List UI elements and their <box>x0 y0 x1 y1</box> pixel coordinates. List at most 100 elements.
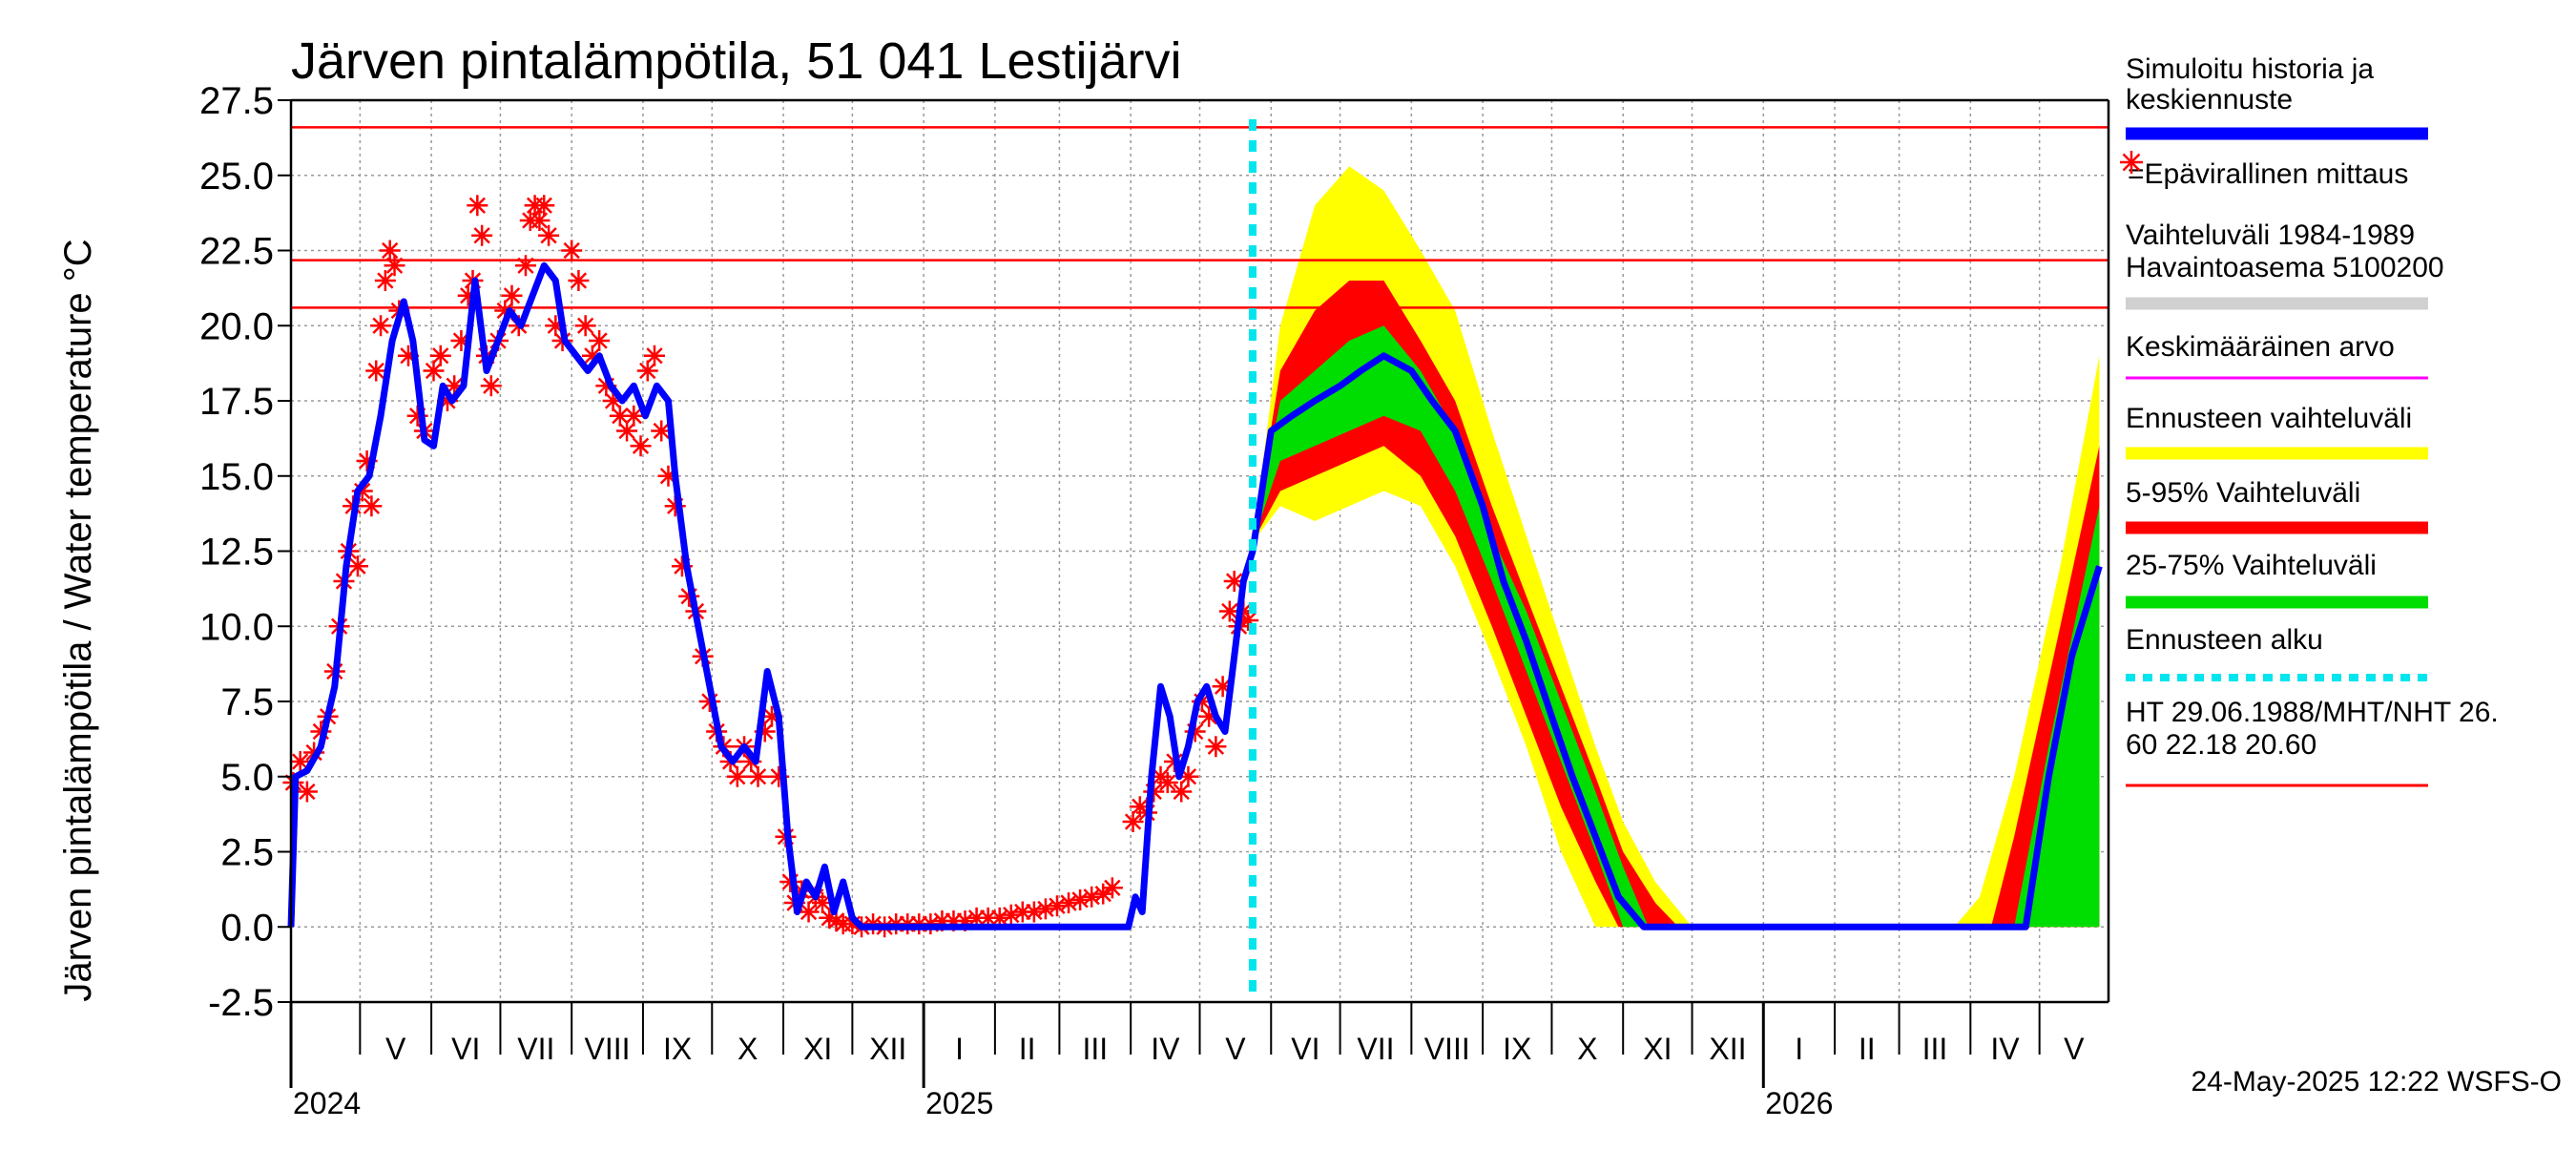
legend-label: 25-75% Vaihteluväli <box>2126 550 2377 581</box>
observation-point <box>529 210 551 231</box>
month-label: XI <box>1643 1032 1672 1066</box>
forecast-bands <box>1253 166 2100 928</box>
observation-point <box>589 330 611 351</box>
observation-point <box>630 435 652 457</box>
observation-point <box>747 765 769 787</box>
month-label: IV <box>1151 1032 1180 1066</box>
year-label: 2025 <box>925 1086 993 1120</box>
month-label: I <box>1795 1032 1803 1066</box>
month-label: VII <box>517 1032 554 1066</box>
y-tick-label: 2.5 <box>220 832 274 874</box>
band-5-95-vaihteluv-li <box>1253 281 2100 928</box>
observation-point <box>568 270 590 291</box>
observation-point <box>374 270 396 291</box>
observation-point <box>289 751 311 772</box>
legend-label: Simuloitu historia ja <box>2126 53 2374 85</box>
y-tick-label: 12.5 <box>199 532 274 574</box>
observation-point <box>616 420 638 442</box>
legend-label: 5-95% Vaihteluväli <box>2126 477 2360 509</box>
y-tick-label: 7.5 <box>220 681 274 723</box>
y-tick-label: 25.0 <box>199 156 274 198</box>
observation-point <box>561 240 583 261</box>
legend-item-start: Ennusteen alku <box>2126 624 2428 681</box>
legend-item-p595: 5-95% Vaihteluväli <box>2126 477 2428 534</box>
axes-labels: 27.5 25.0 22.5 20.0 17.5 15.0 12.5 10.0 7.5 5.0 2.… <box>199 80 2085 1120</box>
footer-stamp: 24-May-2025 12:22 WSFS-O <box>2192 1066 2563 1098</box>
legend-item-p2575: 25-75% Vaihteluväli <box>2126 550 2428 609</box>
legend-item-fc: Ennusteen vaihteluväli <box>2126 403 2428 460</box>
month-label: IX <box>1503 1032 1531 1066</box>
observation-point <box>636 360 658 382</box>
month-label: III <box>1082 1032 1108 1066</box>
y-tick-label: 17.5 <box>199 381 274 423</box>
observation-point <box>623 405 645 427</box>
month-label: V <box>2064 1032 2085 1066</box>
observation-point <box>370 315 392 337</box>
month-label: V <box>385 1032 406 1066</box>
y-tick-label: 15.0 <box>199 456 274 498</box>
observation-point <box>1171 781 1193 803</box>
year-label: 2024 <box>293 1086 361 1120</box>
year-label: 2026 <box>1765 1086 1833 1120</box>
month-label: II <box>1859 1032 1876 1066</box>
month-label: IX <box>663 1032 692 1066</box>
month-label: IV <box>1990 1032 2020 1066</box>
observation-point <box>1223 571 1245 592</box>
observation-point <box>501 284 523 306</box>
month-label: III <box>1922 1032 1948 1066</box>
observation-point <box>480 375 502 397</box>
y-tick-label: 22.5 <box>199 231 274 273</box>
series-lines <box>287 261 2103 930</box>
month-label: VII <box>1357 1032 1394 1066</box>
month-label: VI <box>1291 1032 1319 1066</box>
legend-label: Vaihteluväli 1984-1989 <box>2126 220 2415 251</box>
legend-label: Havaintoasema 5100200 <box>2126 252 2444 283</box>
observation-point <box>1122 811 1144 832</box>
legend-label: =Epävirallinen mittaus <box>2128 158 2408 190</box>
legend-label: 60 22.18 20.60 <box>2126 729 2316 761</box>
chart-title: Järven pintalämpötila, 51 041 Lestijärvi <box>291 32 1182 90</box>
legend-item-obs: =Epävirallinen mittaus <box>2120 151 2408 190</box>
month-label: II <box>1019 1032 1036 1066</box>
month-label: I <box>955 1032 964 1066</box>
legend-label: Keskimääräinen arvo <box>2126 331 2395 363</box>
legend-label: HT 29.06.1988/MHT/NHT 26. <box>2126 697 2499 728</box>
y-axis-label: Järven pintalämpötila / Water temperatur… <box>57 239 99 1001</box>
observation-point <box>361 495 383 517</box>
month-label: X <box>1577 1032 1597 1066</box>
y-tick-label: 5.0 <box>220 757 274 799</box>
y-tick-label: 10.0 <box>199 606 274 648</box>
observation-point <box>296 781 318 803</box>
observation-point <box>471 224 493 246</box>
band-25-75-vaihteluv-li <box>1253 325 2100 928</box>
observation-point <box>1101 877 1123 899</box>
observation-point <box>538 224 560 246</box>
observation-point <box>467 195 488 217</box>
y-tick-label: 20.0 <box>199 305 274 347</box>
y-tick-label: -2.5 <box>208 982 274 1024</box>
observation-point <box>429 345 451 366</box>
series-simulated <box>287 261 2103 930</box>
y-tick-label: 0.0 <box>220 907 274 949</box>
threshold-lines <box>291 126 2109 309</box>
y-tick-label: 27.5 <box>199 80 274 122</box>
observation-point <box>533 195 555 217</box>
observation-markers <box>282 195 1259 938</box>
observation-point <box>423 360 445 382</box>
month-label: VIII <box>585 1032 631 1066</box>
month-label: XI <box>803 1032 832 1066</box>
observation-point <box>365 360 387 382</box>
legend-swatch <box>2120 151 2143 174</box>
legend-label: Ennusteen alku <box>2126 624 2323 656</box>
month-label: V <box>1225 1032 1246 1066</box>
observation-point <box>644 345 665 366</box>
legend-item-mean: Keskimääräinen arvo <box>2126 331 2428 380</box>
band-ennusteen-vaihteluv-li <box>1253 166 2100 928</box>
legend-item-ht: HT 29.06.1988/MHT/NHT 26.60 22.18 20.60 <box>2126 697 2499 787</box>
legend-item-range: Vaihteluväli 1984-1989 Havaintoasema 510… <box>2126 220 2444 310</box>
observation-point <box>798 901 820 923</box>
